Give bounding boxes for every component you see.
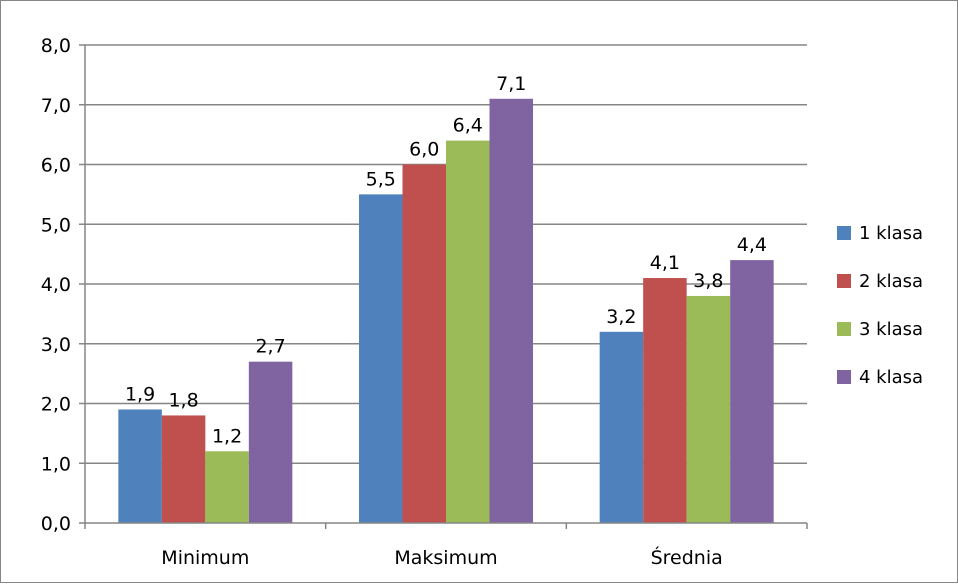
bar[interactable] (402, 164, 447, 524)
bar[interactable] (643, 278, 687, 523)
data-label: 4,1 (650, 252, 680, 274)
x-axis-category-labels: Minimum Maksimum Średnia (161, 545, 722, 569)
x-category-label: Średnia (651, 545, 723, 569)
data-label: 4,4 (737, 234, 767, 256)
legend-label: 3 klasa (859, 319, 923, 340)
bar[interactable] (446, 140, 490, 523)
data-label: 6,0 (409, 139, 439, 161)
y-tick-label: 3,0 (41, 334, 71, 356)
y-tick-label: 4,0 (41, 274, 71, 296)
x-category-label: Maksimum (394, 547, 497, 569)
data-label: 3,2 (606, 306, 636, 328)
bar[interactable] (248, 361, 293, 523)
data-labels: 1,9 1,8 1,2 2,7 5,5 6,0 6,4 7,1 3,2 4,1 3,8 4,4 (125, 73, 767, 448)
legend-label: 4 klasa (859, 367, 923, 388)
data-label: 1,2 (212, 425, 242, 447)
axes (79, 44, 808, 529)
bar[interactable] (686, 295, 731, 523)
y-tick-label: 6,0 (41, 155, 71, 177)
legend-swatch (837, 322, 851, 336)
y-axis-tick-labels: 0,0 1,0 2,0 3,0 4,0 5,0 6,0 7,0 8,0 (41, 35, 71, 535)
data-label: 7,1 (496, 73, 526, 95)
data-label: 5,5 (366, 168, 396, 190)
bar[interactable] (359, 194, 403, 523)
legend: 1 klasa 2 klasa 3 klasa 4 klasa (837, 223, 923, 388)
bar[interactable] (730, 260, 774, 523)
y-tick-label: 0,0 (41, 513, 71, 535)
data-label: 2,7 (255, 336, 285, 358)
bar[interactable] (205, 451, 249, 523)
data-label: 1,9 (125, 383, 155, 405)
bar[interactable] (489, 98, 534, 524)
legend-label: 1 klasa (859, 223, 923, 244)
bars (118, 98, 774, 524)
y-tick-label: 5,0 (41, 214, 71, 236)
y-tick-label: 1,0 (41, 453, 71, 475)
y-tick-label: 7,0 (41, 95, 71, 117)
legend-swatch (837, 226, 851, 240)
legend-swatch (837, 274, 851, 288)
data-label: 1,8 (168, 389, 198, 411)
bar[interactable] (118, 409, 162, 523)
data-label: 3,8 (693, 270, 723, 292)
bar[interactable] (161, 415, 206, 523)
y-tick-label: 2,0 (41, 394, 71, 416)
bar[interactable] (599, 331, 644, 523)
data-label: 6,4 (453, 115, 483, 137)
legend-label: 2 klasa (859, 271, 923, 292)
y-tick-label: 8,0 (41, 35, 71, 57)
legend-swatch (837, 370, 851, 384)
x-category-label: Minimum (161, 547, 249, 569)
